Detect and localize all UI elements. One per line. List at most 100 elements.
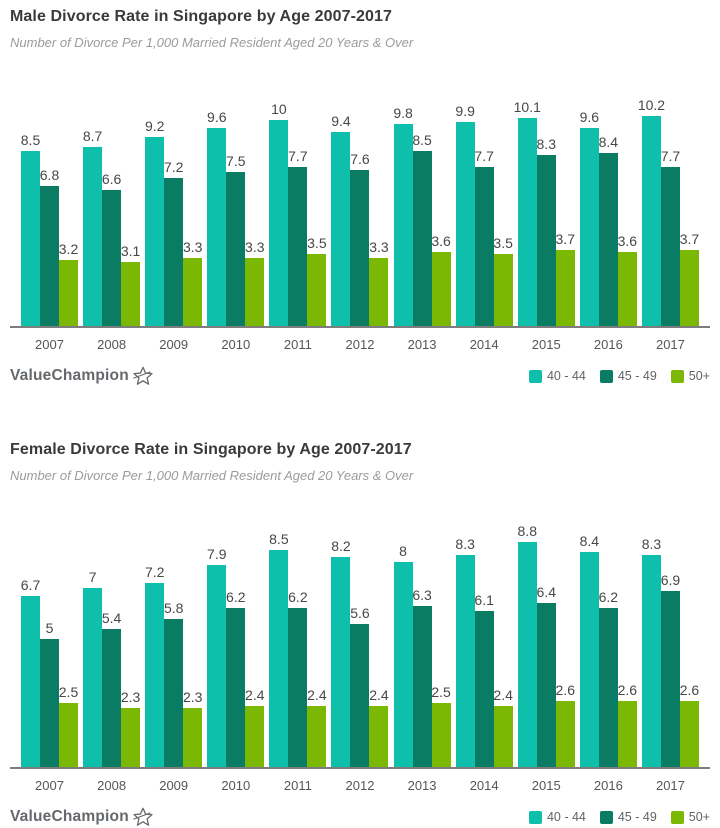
bar-value-label: 3.1 (120, 243, 141, 259)
x-axis-label: 2008 (97, 337, 127, 352)
bar: 2.3 (183, 689, 202, 767)
bar: 8.4 (580, 533, 599, 767)
bar-value-label: 9.6 (207, 109, 227, 125)
legend-label: 50+ (688, 810, 710, 824)
bar: 8.3 (537, 136, 556, 326)
bar-value-label: 2.5 (58, 684, 79, 700)
bar-value-label: 8.7 (82, 128, 103, 144)
bar-value-label: 6.2 (288, 589, 308, 605)
x-axis-label: 2017 (655, 337, 685, 352)
legend-item: 50+ (670, 369, 710, 383)
bar: 8 (393, 543, 413, 767)
bar: 8.5 (269, 531, 289, 767)
valuechampion-logo: ValueChampion (10, 806, 154, 828)
bar: 6.1 (474, 592, 494, 767)
bar: 8.5 (21, 132, 40, 326)
bar-value-label: 9.8 (393, 105, 413, 121)
bar-value-label: 9.6 (579, 109, 600, 125)
x-axis-label: 2015 (531, 778, 561, 793)
bar-value-label: 7.5 (226, 153, 246, 169)
bar-value-label: 7.2 (144, 564, 165, 580)
x-axis-label: 2007 (35, 778, 64, 793)
bar-value-label: 6.7 (20, 577, 41, 593)
bar-group: 7 5.4 2.3 (83, 569, 140, 767)
bar: 5 (40, 620, 59, 767)
x-axis-label: 2008 (97, 778, 127, 793)
bar-value-label: 3.2 (58, 241, 79, 257)
bar: 7.6 (350, 151, 370, 326)
legend-label: 40 - 44 (546, 369, 586, 383)
bar-value-label: 3.5 (493, 235, 513, 251)
legend-swatch (528, 810, 542, 824)
bar: 8.4 (599, 134, 618, 326)
bar-value-label: 8.3 (455, 536, 475, 552)
bar-value-label: 2.6 (679, 682, 700, 698)
bar-value-label: 2.4 (245, 687, 265, 703)
bar-value-label: 8.5 (269, 531, 289, 547)
legend: 40 - 44 45 - 49 50+ (528, 810, 710, 824)
bar: 2.4 (245, 687, 265, 767)
bar-value-label: 2.6 (555, 682, 575, 698)
bar-plot-area: 8.5 6.8 3.2 8.7 6.6 3.1 9.2 7.2 3.3 9.6 7.5 3.3 10 7.… (10, 97, 710, 328)
chart-title: Male Divorce Rate in Singapore by Age 20… (10, 8, 393, 25)
bar: 6.9 (661, 572, 680, 767)
chart-title: Female Divorce Rate in Singapore by Age … (10, 441, 412, 458)
legend-swatch (599, 810, 613, 824)
legend-label: 45 - 49 (617, 810, 657, 824)
bar: 2.6 (680, 682, 699, 767)
bar-value-label: 7.9 (207, 546, 227, 562)
bar-group: 8.5 6.2 2.4 (269, 531, 327, 767)
bar: 2.4 (307, 687, 327, 767)
legend-label: 50+ (688, 369, 710, 383)
bar-group: 8 6.3 2.5 (393, 543, 451, 767)
x-axis-label: 2013 (407, 337, 437, 352)
bar-group: 8.3 6.9 2.6 (642, 536, 699, 767)
x-axis-label: 2009 (159, 337, 189, 352)
legend-item: 45 - 49 (599, 810, 657, 824)
bar-group: 8.5 6.8 3.2 (21, 132, 79, 326)
bar-value-label: 6.2 (226, 589, 246, 605)
bar-value-label: 3.6 (431, 233, 451, 249)
bar: 7 (83, 569, 103, 767)
bar-value-label: 2.3 (120, 689, 141, 705)
bar-group: 7.2 5.8 2.3 (145, 564, 202, 767)
bar-group: 7.9 6.2 2.4 (207, 546, 265, 767)
x-axis-label: 2011 (283, 337, 312, 352)
star-icon (133, 807, 153, 826)
bar-value-label: 7.7 (288, 148, 308, 164)
legend-item: 40 - 44 (528, 810, 586, 824)
bar-value-label: 6.1 (474, 592, 494, 608)
bar-plot-area: 6.7 5 2.5 7 5.4 2.3 7.2 5.8 2.3 7.9 6.2 2.4 8.5 6.2 2.… (10, 523, 710, 769)
x-axis: 2007 2008 2009 2010 2011 2012 2013 2014 2015 2016… (10, 778, 710, 793)
valuechampion-logo: ValueChampion (10, 365, 154, 387)
bar: 7.5 (226, 153, 246, 326)
legend-item: 40 - 44 (528, 369, 586, 383)
female-divorce-chart-section: Female Divorce Rate in Singapore by Age … (0, 441, 720, 828)
bar-value-label: 8.3 (536, 136, 556, 152)
bar: 2.6 (556, 682, 575, 767)
bar-value-label: 5 (45, 620, 54, 636)
bar-value-label: 8.8 (517, 523, 537, 539)
bar-group: 10.1 8.3 3.7 (514, 99, 575, 326)
bar-value-label: 5.4 (101, 610, 122, 626)
bar-value-label: 9.9 (455, 103, 475, 119)
bar: 2.4 (493, 687, 513, 767)
bar-value-label: 7.2 (163, 159, 184, 175)
legend-label: 40 - 44 (546, 810, 586, 824)
x-axis-label: 2012 (345, 337, 375, 352)
bar-value-label: 8.5 (20, 132, 41, 148)
bar: 2.3 (121, 689, 140, 767)
bar: 3.6 (431, 233, 451, 326)
x-axis: 2007 2008 2009 2010 2011 2012 2013 2014 2015 2016… (10, 337, 710, 352)
x-axis-label: 2016 (593, 778, 623, 793)
x-axis-label: 2010 (221, 337, 251, 352)
chart-footer: ValueChampion 40 - 44 45 - 49 50+ (10, 363, 710, 389)
bar-value-label: 2.4 (369, 687, 389, 703)
x-axis-label: 2012 (345, 778, 375, 793)
chart-subtitle: Number of Divorce Per 1,000 Married Resi… (10, 468, 414, 483)
bar: 9.6 (580, 109, 599, 326)
bar: 3.7 (680, 231, 699, 326)
legend-item: 45 - 49 (599, 369, 657, 383)
bar-value-label: 3.3 (369, 239, 389, 255)
bar-value-label: 2.4 (493, 687, 513, 703)
